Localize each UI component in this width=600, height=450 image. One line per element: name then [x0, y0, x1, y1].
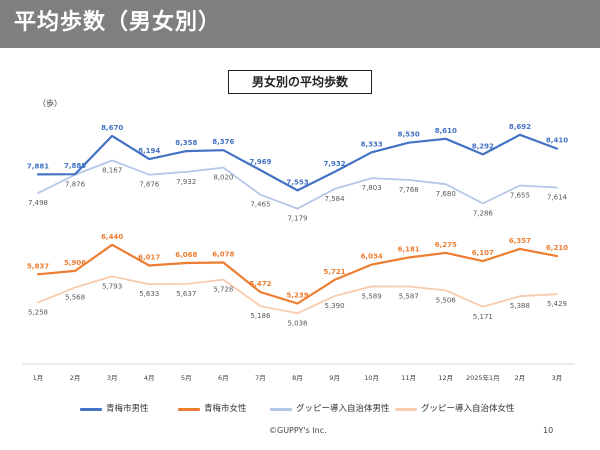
x-tick-label: 2月 [70, 374, 81, 382]
data-label: 6,107 [472, 249, 494, 257]
data-label: 5,721 [323, 268, 345, 276]
data-label: 6,068 [175, 251, 197, 259]
data-label: 5,239 [286, 291, 308, 299]
data-label: 5,568 [65, 293, 85, 301]
x-tick-label: 6月 [218, 374, 229, 382]
data-label: 7,969 [249, 158, 271, 166]
data-label: 5,429 [547, 300, 567, 308]
legend-swatch [270, 408, 292, 411]
data-label: 5,506 [436, 296, 457, 304]
data-label: 5,793 [102, 282, 122, 290]
data-label: 6,440 [101, 233, 123, 241]
legend-label: グッピー導入自治体男性 [296, 404, 390, 414]
data-label: 5,186 [250, 312, 271, 320]
x-tick-label: 4月 [144, 374, 155, 382]
data-label: 6,275 [435, 241, 457, 249]
data-label: 7,465 [250, 201, 270, 209]
data-label: 8,410 [546, 137, 568, 145]
x-tick-label: 3月 [552, 374, 563, 382]
data-label: 7,498 [28, 199, 48, 207]
legend-label: 青梅市女性 [204, 404, 247, 414]
data-label: 7,655 [510, 191, 530, 199]
header-bar: 平均歩数（男女別） [0, 0, 600, 48]
data-label: 7,932 [323, 160, 345, 168]
data-label: 6,017 [138, 253, 160, 261]
x-tick-label: 2月 [515, 374, 526, 382]
data-label: 5,906 [64, 259, 86, 267]
data-label: 7,614 [547, 193, 568, 201]
data-label: 7,553 [286, 178, 308, 186]
data-label: 5,587 [399, 292, 419, 300]
data-label: 7,179 [287, 215, 307, 223]
data-label: 8,292 [472, 142, 494, 150]
data-label: 5,633 [139, 290, 159, 298]
page-title: 平均歩数（男女別） [14, 10, 222, 35]
y-axis-unit-label: （歩） [38, 99, 62, 108]
data-label: 6,181 [398, 245, 420, 253]
data-label: 5,390 [325, 302, 345, 310]
data-label: 7,932 [176, 178, 196, 186]
legend-label: 青梅市男性 [106, 404, 149, 414]
data-label: 8,333 [361, 140, 383, 148]
data-label: 6,034 [361, 253, 383, 261]
data-label: 6,078 [212, 250, 234, 258]
series-line [37, 275, 558, 315]
data-label: 5,258 [28, 309, 48, 317]
data-label: 7,881 [27, 162, 49, 170]
series-line [36, 133, 559, 192]
x-tick-label: 2025年1月 [466, 373, 500, 382]
x-tick-label: 7月 [255, 374, 266, 382]
data-label: 8,530 [398, 131, 420, 139]
legend-label: グッピー導入自治体女性 [421, 404, 515, 414]
data-label: 7,680 [436, 190, 456, 198]
data-label: 6,210 [546, 244, 568, 252]
series-line [36, 243, 559, 305]
x-tick-label: 3月 [107, 374, 118, 382]
x-tick-label: 5月 [181, 374, 192, 382]
data-label: 7,768 [399, 186, 419, 194]
data-label: 8,670 [101, 124, 123, 132]
chart-title: 男女別の平均歩数 [228, 70, 372, 94]
data-label: 8,610 [435, 127, 457, 135]
chart-legend: 青梅市男性 青梅市女性 グッピー導入自治体男性 グッピー導入自治体女性 [0, 403, 600, 417]
legend-swatch [80, 408, 102, 411]
x-tick-label: 11月 [401, 374, 416, 382]
data-label: 8,194 [138, 147, 160, 155]
data-label: 8,167 [102, 166, 122, 174]
copyright-text: ©GUPPY's Inc. [269, 426, 327, 435]
data-label: 5,728 [213, 286, 233, 294]
data-label: 7,584 [325, 195, 346, 203]
page-number: 10 [543, 426, 554, 435]
x-tick-label: 9月 [329, 374, 340, 382]
data-label: 7,876 [65, 181, 86, 189]
x-tick-label: 8月 [292, 374, 303, 382]
legend-swatch [395, 408, 417, 411]
x-tick-label: 12月 [438, 374, 453, 382]
data-label: 6,357 [509, 237, 531, 245]
data-label: 7,885 [64, 162, 86, 170]
data-label: 5,038 [287, 319, 307, 327]
data-label: 7,803 [362, 184, 382, 192]
data-label: 8,020 [213, 174, 233, 182]
legend-swatch [178, 408, 200, 411]
data-label: 5,171 [473, 313, 493, 321]
data-label: 5,837 [27, 262, 49, 270]
data-label: 7,876 [139, 181, 160, 189]
data-label: 8,692 [509, 123, 531, 131]
x-tick-label: 10月 [364, 374, 379, 382]
data-label: 5,637 [176, 290, 196, 298]
data-label: 7,286 [473, 209, 494, 217]
data-label: 5,472 [249, 280, 271, 288]
x-tick-label: 1月 [33, 374, 44, 382]
data-label: 5,388 [510, 302, 530, 310]
series-line [37, 159, 558, 210]
data-label: 5,589 [362, 292, 382, 300]
data-label: 8,358 [175, 139, 197, 147]
data-label: 8,376 [212, 138, 234, 146]
